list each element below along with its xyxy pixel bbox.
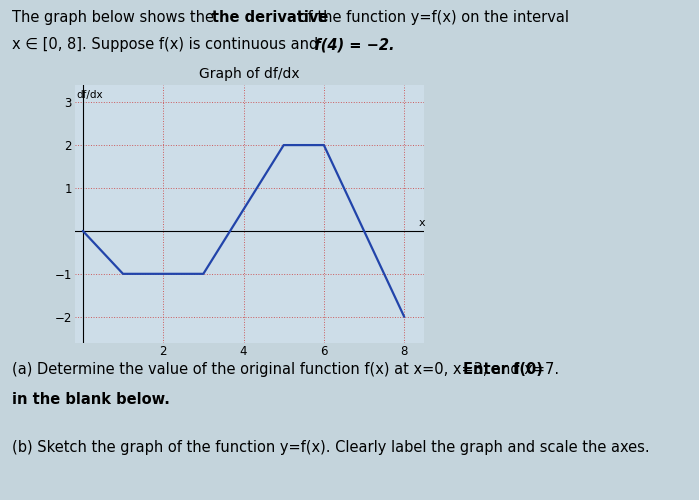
Text: df/dx: df/dx — [77, 90, 103, 100]
Text: x ∈ [0, 8]. Suppose f(x) is continuous and: x ∈ [0, 8]. Suppose f(x) is continuous a… — [12, 38, 323, 52]
Text: (b) Sketch the graph of the function y=f(x). Clearly label the graph and scale t: (b) Sketch the graph of the function y=f… — [12, 440, 649, 455]
Text: f(4) = −2.: f(4) = −2. — [12, 38, 394, 52]
Text: x: x — [418, 218, 425, 228]
Text: Enter f(0): Enter f(0) — [12, 362, 543, 378]
Text: (a) Determine the value of the original function f(x) at x=0, x=3, and x=7.: (a) Determine the value of the original … — [12, 362, 564, 378]
Text: the derivative: the derivative — [12, 10, 329, 25]
Text: The graph below shows the: The graph below shows the — [12, 10, 219, 25]
Title: Graph of df/dx: Graph of df/dx — [199, 67, 300, 81]
Text: of the function y=f(x) on the interval: of the function y=f(x) on the interval — [12, 10, 569, 25]
Text: in the blank below.: in the blank below. — [12, 392, 170, 407]
